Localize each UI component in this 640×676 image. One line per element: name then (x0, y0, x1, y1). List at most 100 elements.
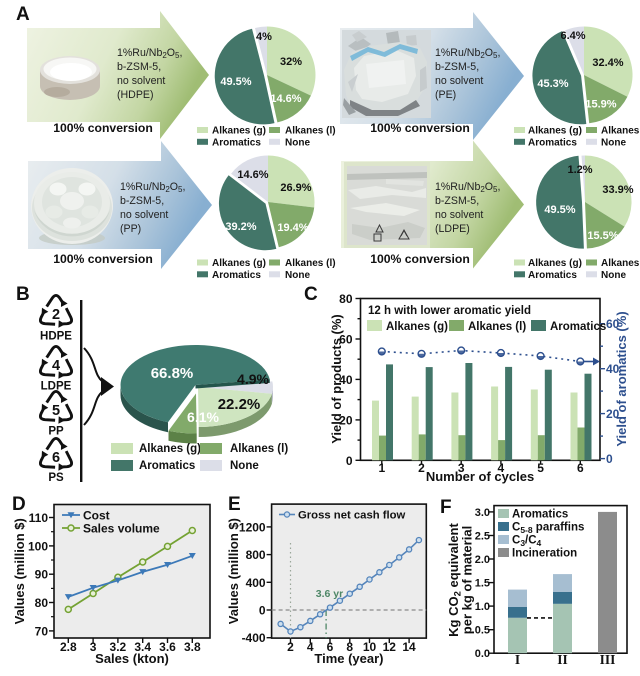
svg-text:3.0: 3.0 (475, 507, 490, 519)
svg-text:15.9%: 15.9% (585, 99, 616, 111)
svg-text:400: 400 (246, 576, 266, 590)
svg-text:None: None (601, 270, 626, 281)
svg-text:4: 4 (52, 358, 60, 374)
svg-text:Aromatics: Aromatics (550, 321, 606, 333)
svg-text:3.6: 3.6 (159, 640, 176, 654)
svg-text:Aromatics: Aromatics (212, 137, 261, 148)
svg-text:no solvent: no solvent (435, 75, 483, 87)
svg-text:Alkanes (l): Alkanes (l) (601, 126, 640, 137)
svg-text:0: 0 (346, 454, 353, 468)
svg-text:800: 800 (246, 548, 266, 562)
svg-text:None: None (601, 137, 626, 148)
svg-text:1%Ru/Nb2O5,: 1%Ru/Nb2O5, (117, 47, 182, 60)
svg-text:10: 10 (363, 640, 377, 654)
svg-text:no solvent: no solvent (435, 209, 483, 221)
svg-text:E: E (228, 494, 241, 515)
svg-text:A: A (16, 4, 30, 25)
svg-text:45.3%: 45.3% (537, 78, 568, 90)
svg-text:66.8%: 66.8% (151, 365, 194, 382)
svg-text:2.0: 2.0 (475, 554, 490, 566)
svg-text:33.9%: 33.9% (602, 184, 633, 196)
svg-text:Alkanes (g): Alkanes (g) (386, 321, 448, 333)
svg-text:6: 6 (577, 461, 584, 475)
svg-text:4.9%: 4.9% (237, 371, 269, 387)
svg-text:Incineration: Incineration (512, 548, 577, 560)
svg-text:Aromatics: Aromatics (139, 460, 195, 472)
svg-text:5: 5 (52, 403, 60, 419)
svg-text:Gross net cash flow: Gross net cash flow (298, 510, 406, 522)
svg-text:b-ZSM-5,: b-ZSM-5, (120, 195, 164, 207)
svg-text:60: 60 (339, 332, 353, 346)
svg-text:1200: 1200 (239, 520, 266, 534)
svg-text:100% conversion: 100% conversion (53, 121, 153, 135)
svg-text:Alkanes (l): Alkanes (l) (285, 258, 336, 269)
svg-text:2: 2 (287, 640, 294, 654)
svg-text:0: 0 (259, 604, 266, 618)
svg-text:per kg of material: per kg of material (460, 526, 475, 634)
svg-text:3.4: 3.4 (134, 640, 151, 654)
svg-text:Alkanes (g): Alkanes (g) (212, 126, 266, 137)
svg-text:2: 2 (418, 461, 425, 475)
svg-text:LDPE: LDPE (41, 381, 72, 393)
svg-text:1%Ru/Nb2O5,: 1%Ru/Nb2O5, (435, 181, 500, 194)
svg-text:60: 60 (606, 317, 620, 331)
svg-text:(LDPE): (LDPE) (435, 223, 470, 235)
svg-text:Aromatics: Aromatics (212, 270, 261, 281)
svg-text:1.0: 1.0 (475, 601, 490, 613)
svg-text:no solvent: no solvent (120, 209, 168, 221)
svg-text:D: D (12, 494, 26, 515)
svg-text:6: 6 (52, 450, 60, 466)
svg-text:1.5: 1.5 (475, 578, 490, 590)
svg-text:4: 4 (307, 640, 314, 654)
svg-text:3.8: 3.8 (184, 640, 201, 654)
svg-text:19.4%: 19.4% (277, 222, 308, 234)
svg-text:B: B (16, 284, 30, 305)
svg-text:Aromatics: Aromatics (512, 509, 568, 521)
svg-text:5: 5 (537, 461, 544, 475)
svg-text:100% conversion: 100% conversion (370, 121, 470, 135)
svg-text:Yield of products (%): Yield of products (%) (329, 314, 344, 444)
svg-text:Sales (kton): Sales (kton) (95, 651, 169, 666)
svg-text:I: I (515, 652, 520, 667)
svg-text:Aromatics: Aromatics (528, 137, 577, 148)
svg-text:(PE): (PE) (435, 89, 456, 101)
svg-text:70: 70 (35, 624, 49, 638)
svg-text:39.2%: 39.2% (225, 221, 256, 233)
svg-text:20: 20 (606, 407, 620, 421)
svg-text:0.5: 0.5 (475, 625, 490, 637)
svg-text:(HDPE): (HDPE) (117, 89, 154, 101)
svg-text:Alkanes (g): Alkanes (g) (528, 126, 582, 137)
svg-text:Alkanes (g): Alkanes (g) (139, 443, 201, 455)
svg-text:40: 40 (339, 373, 353, 387)
svg-text:1: 1 (378, 461, 385, 475)
svg-text:6: 6 (327, 640, 334, 654)
svg-text:Cost: Cost (83, 509, 110, 523)
svg-text:Sales volume: Sales volume (83, 522, 160, 536)
svg-text:Yield of aromatics (%): Yield of aromatics (%) (614, 311, 629, 446)
svg-text:Alkanes (g): Alkanes (g) (212, 258, 266, 269)
svg-text:40: 40 (606, 362, 620, 376)
svg-text:6.4%: 6.4% (560, 30, 585, 42)
svg-text:Alkanes (l): Alkanes (l) (601, 258, 640, 269)
svg-text:(PP): (PP) (120, 223, 141, 235)
svg-text:PP: PP (48, 426, 64, 438)
svg-text:14.6%: 14.6% (237, 169, 268, 181)
svg-text:100: 100 (28, 539, 48, 553)
svg-text:b-ZSM-5,: b-ZSM-5, (435, 195, 479, 207)
svg-text:II: II (557, 652, 568, 667)
svg-text:2: 2 (52, 307, 60, 323)
svg-text:15.5%: 15.5% (587, 230, 618, 242)
svg-text:0.0: 0.0 (475, 648, 490, 660)
svg-text:4: 4 (498, 461, 505, 475)
svg-text:80: 80 (35, 596, 49, 610)
svg-text:C5-8 paraffins: C5-8 paraffins (512, 522, 584, 536)
svg-text:8: 8 (346, 640, 353, 654)
svg-text:None: None (285, 270, 310, 281)
svg-text:2.5: 2.5 (475, 530, 490, 542)
svg-text:100% conversion: 100% conversion (53, 252, 153, 266)
svg-text:b-ZSM-5,: b-ZSM-5, (117, 61, 161, 73)
svg-text:3.2: 3.2 (110, 640, 127, 654)
svg-text:Alkanes (g): Alkanes (g) (528, 258, 582, 269)
svg-text:C3/C4: C3/C4 (512, 535, 542, 549)
svg-text:3.6 yr: 3.6 yr (316, 588, 343, 600)
